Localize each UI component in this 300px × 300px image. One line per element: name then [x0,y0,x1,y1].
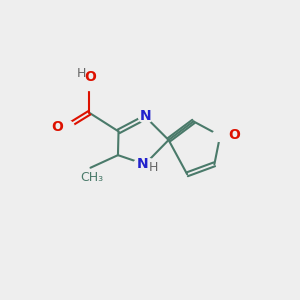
Text: H: H [76,67,86,80]
Text: O: O [85,70,96,84]
Text: O: O [51,119,63,134]
Ellipse shape [60,121,74,132]
Text: N: N [137,157,148,171]
Text: H: H [149,161,158,174]
Ellipse shape [139,111,153,123]
Text: O: O [229,128,241,142]
Text: CH₃: CH₃ [80,171,104,184]
Ellipse shape [81,79,98,91]
Ellipse shape [134,158,156,171]
Ellipse shape [212,130,228,141]
Text: N: N [140,109,152,123]
